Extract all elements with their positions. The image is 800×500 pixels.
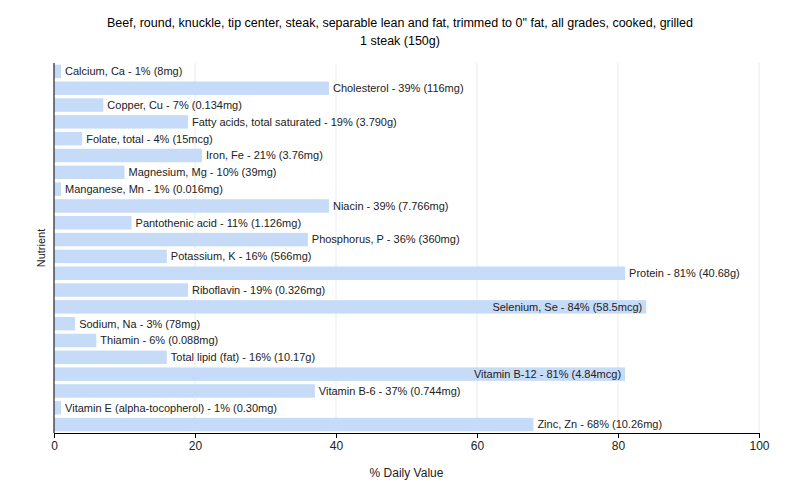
x-tick-label: 60 xyxy=(471,439,485,453)
x-tick-mark xyxy=(195,433,196,438)
x-tick-mark xyxy=(54,433,55,438)
bar-label: Niacin - 39% (7.766mg) xyxy=(333,200,449,212)
x-tick-mark xyxy=(336,433,337,438)
grid-line xyxy=(759,63,760,433)
bar-label: Vitamin B-12 - 81% (4.84mcg) xyxy=(474,368,621,380)
bar-label: Thiamin - 6% (0.088mg) xyxy=(100,334,218,346)
bar xyxy=(54,98,103,111)
bar-label: Folate, total - 4% (15mcg) xyxy=(86,133,213,145)
bars xyxy=(54,65,646,432)
subtitle: 1 steak (150g) xyxy=(360,34,440,48)
bar xyxy=(54,132,82,145)
bar xyxy=(54,334,96,347)
x-axis-title: % Daily Value xyxy=(370,466,444,480)
bar xyxy=(54,367,625,380)
x-tick-label: 40 xyxy=(330,439,344,453)
bar-label: Phosphorus, P - 36% (360mg) xyxy=(312,233,460,245)
bar xyxy=(54,401,61,414)
x-tick: 0 xyxy=(51,433,58,453)
bar xyxy=(54,317,75,330)
bar xyxy=(54,82,329,95)
bar-label: Vitamin B-6 - 37% (0.744mg) xyxy=(319,385,461,397)
bar xyxy=(54,216,132,229)
bar-label: Cholesterol - 39% (116mg) xyxy=(333,82,464,94)
bar xyxy=(54,300,646,313)
x-axis: 0 20 40 60 80 100 xyxy=(51,433,770,453)
bar-label: Selenium, Se - 84% (58.5mcg) xyxy=(492,301,642,313)
bar xyxy=(54,351,167,364)
title: Beef, round, knuckle, tip center, steak,… xyxy=(107,16,693,30)
bar-label: Iron, Fe - 21% (3.76mg) xyxy=(206,149,323,161)
chart-container: Beef, round, knuckle, tip center, steak,… xyxy=(0,0,800,500)
bar-label: Protein - 81% (40.68g) xyxy=(629,267,740,279)
bar xyxy=(54,199,329,212)
bar-label: Copper, Cu - 7% (0.134mg) xyxy=(107,99,242,111)
x-tick-mark xyxy=(477,433,478,438)
bar-label: Sodium, Na - 3% (78mg) xyxy=(79,318,200,330)
x-tick-mark xyxy=(759,433,760,438)
bar-label: Total lipid (fat) - 16% (10.17g) xyxy=(171,351,315,363)
x-tick-label: 20 xyxy=(189,439,203,453)
bar-label: Fatty acids, total saturated - 19% (3.79… xyxy=(192,116,397,128)
bar xyxy=(54,182,61,195)
bar-label: Potassium, K - 16% (566mg) xyxy=(171,250,312,262)
bar-label: Zinc, Zn - 68% (10.26mg) xyxy=(537,418,662,430)
x-tick: 100 xyxy=(749,433,769,453)
bar xyxy=(54,418,533,431)
bar xyxy=(54,233,308,246)
x-tick: 40 xyxy=(330,433,344,453)
bar xyxy=(54,115,188,128)
bar-label: Riboflavin - 19% (0.326mg) xyxy=(192,284,325,296)
bar-label: Calcium, Ca - 1% (8mg) xyxy=(65,65,182,77)
bar-label: Pantothenic acid - 11% (1.126mg) xyxy=(136,217,301,229)
bar xyxy=(54,65,61,78)
bar xyxy=(54,166,125,179)
y-axis-title: Nutrient xyxy=(35,229,47,268)
x-axis-line xyxy=(55,434,760,439)
bar xyxy=(54,250,167,263)
y-axis-line xyxy=(54,63,55,433)
x-tick-label: 100 xyxy=(749,439,769,453)
bar xyxy=(54,384,315,397)
bar-label: Manganese, Mn - 1% (0.016mg) xyxy=(65,183,223,195)
x-tick-label: 80 xyxy=(612,439,626,453)
x-tick-mark xyxy=(618,433,619,438)
chart-svg: Beef, round, knuckle, tip center, steak,… xyxy=(0,0,800,500)
x-tick: 60 xyxy=(471,433,485,453)
plot-area: Calcium, Ca - 1% (8mg) Cholesterol - 39% … xyxy=(51,63,770,453)
bar-labels: Calcium, Ca - 1% (8mg) Cholesterol - 39% … xyxy=(65,65,740,430)
grid xyxy=(54,63,759,433)
x-tick-label: 0 xyxy=(51,439,58,453)
bar xyxy=(54,149,202,162)
x-tick: 20 xyxy=(189,433,203,453)
x-tick: 80 xyxy=(612,433,626,453)
bar xyxy=(54,283,188,296)
bar xyxy=(54,267,625,280)
bar-label: Vitamin E (alpha-tocopherol) - 1% (0.30m… xyxy=(65,402,277,414)
bar-label: Magnesium, Mg - 10% (39mg) xyxy=(129,166,277,178)
grid-line xyxy=(54,63,55,433)
